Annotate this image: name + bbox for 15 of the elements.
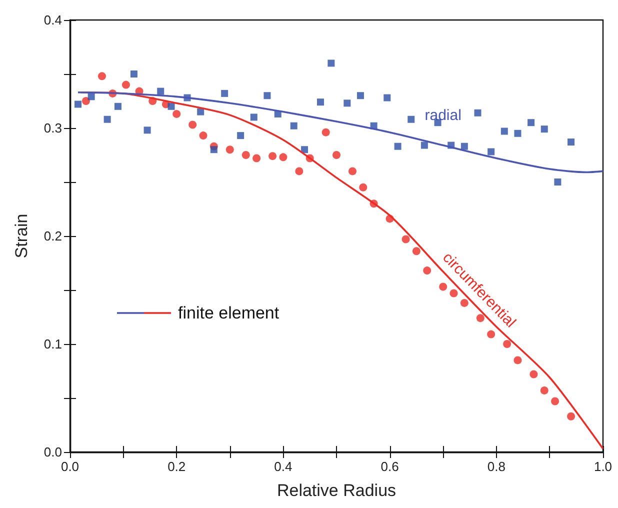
- y-tick-label: 0.4: [44, 12, 62, 28]
- y-tick-label: 0.2: [44, 228, 62, 244]
- x-axis-title: Relative Radius: [276, 481, 396, 500]
- x-tick-label: 0.6: [380, 459, 399, 474]
- y-tick-label: 0.3: [44, 120, 62, 136]
- y-tick-label: 0.1: [44, 336, 62, 352]
- x-tick-label: 0.0: [60, 459, 80, 474]
- x-tick-label: 1.0: [594, 459, 612, 474]
- y-tick-label: 0.0: [44, 444, 62, 460]
- x-tick-label: 0.2: [168, 459, 186, 474]
- annotation: finite element: [178, 304, 280, 322]
- x-tick-label: 0.8: [487, 459, 506, 474]
- x-tick-label: 0.4: [274, 459, 292, 474]
- y-axis-title: Strain: [12, 214, 31, 258]
- series-label: radial: [424, 106, 462, 124]
